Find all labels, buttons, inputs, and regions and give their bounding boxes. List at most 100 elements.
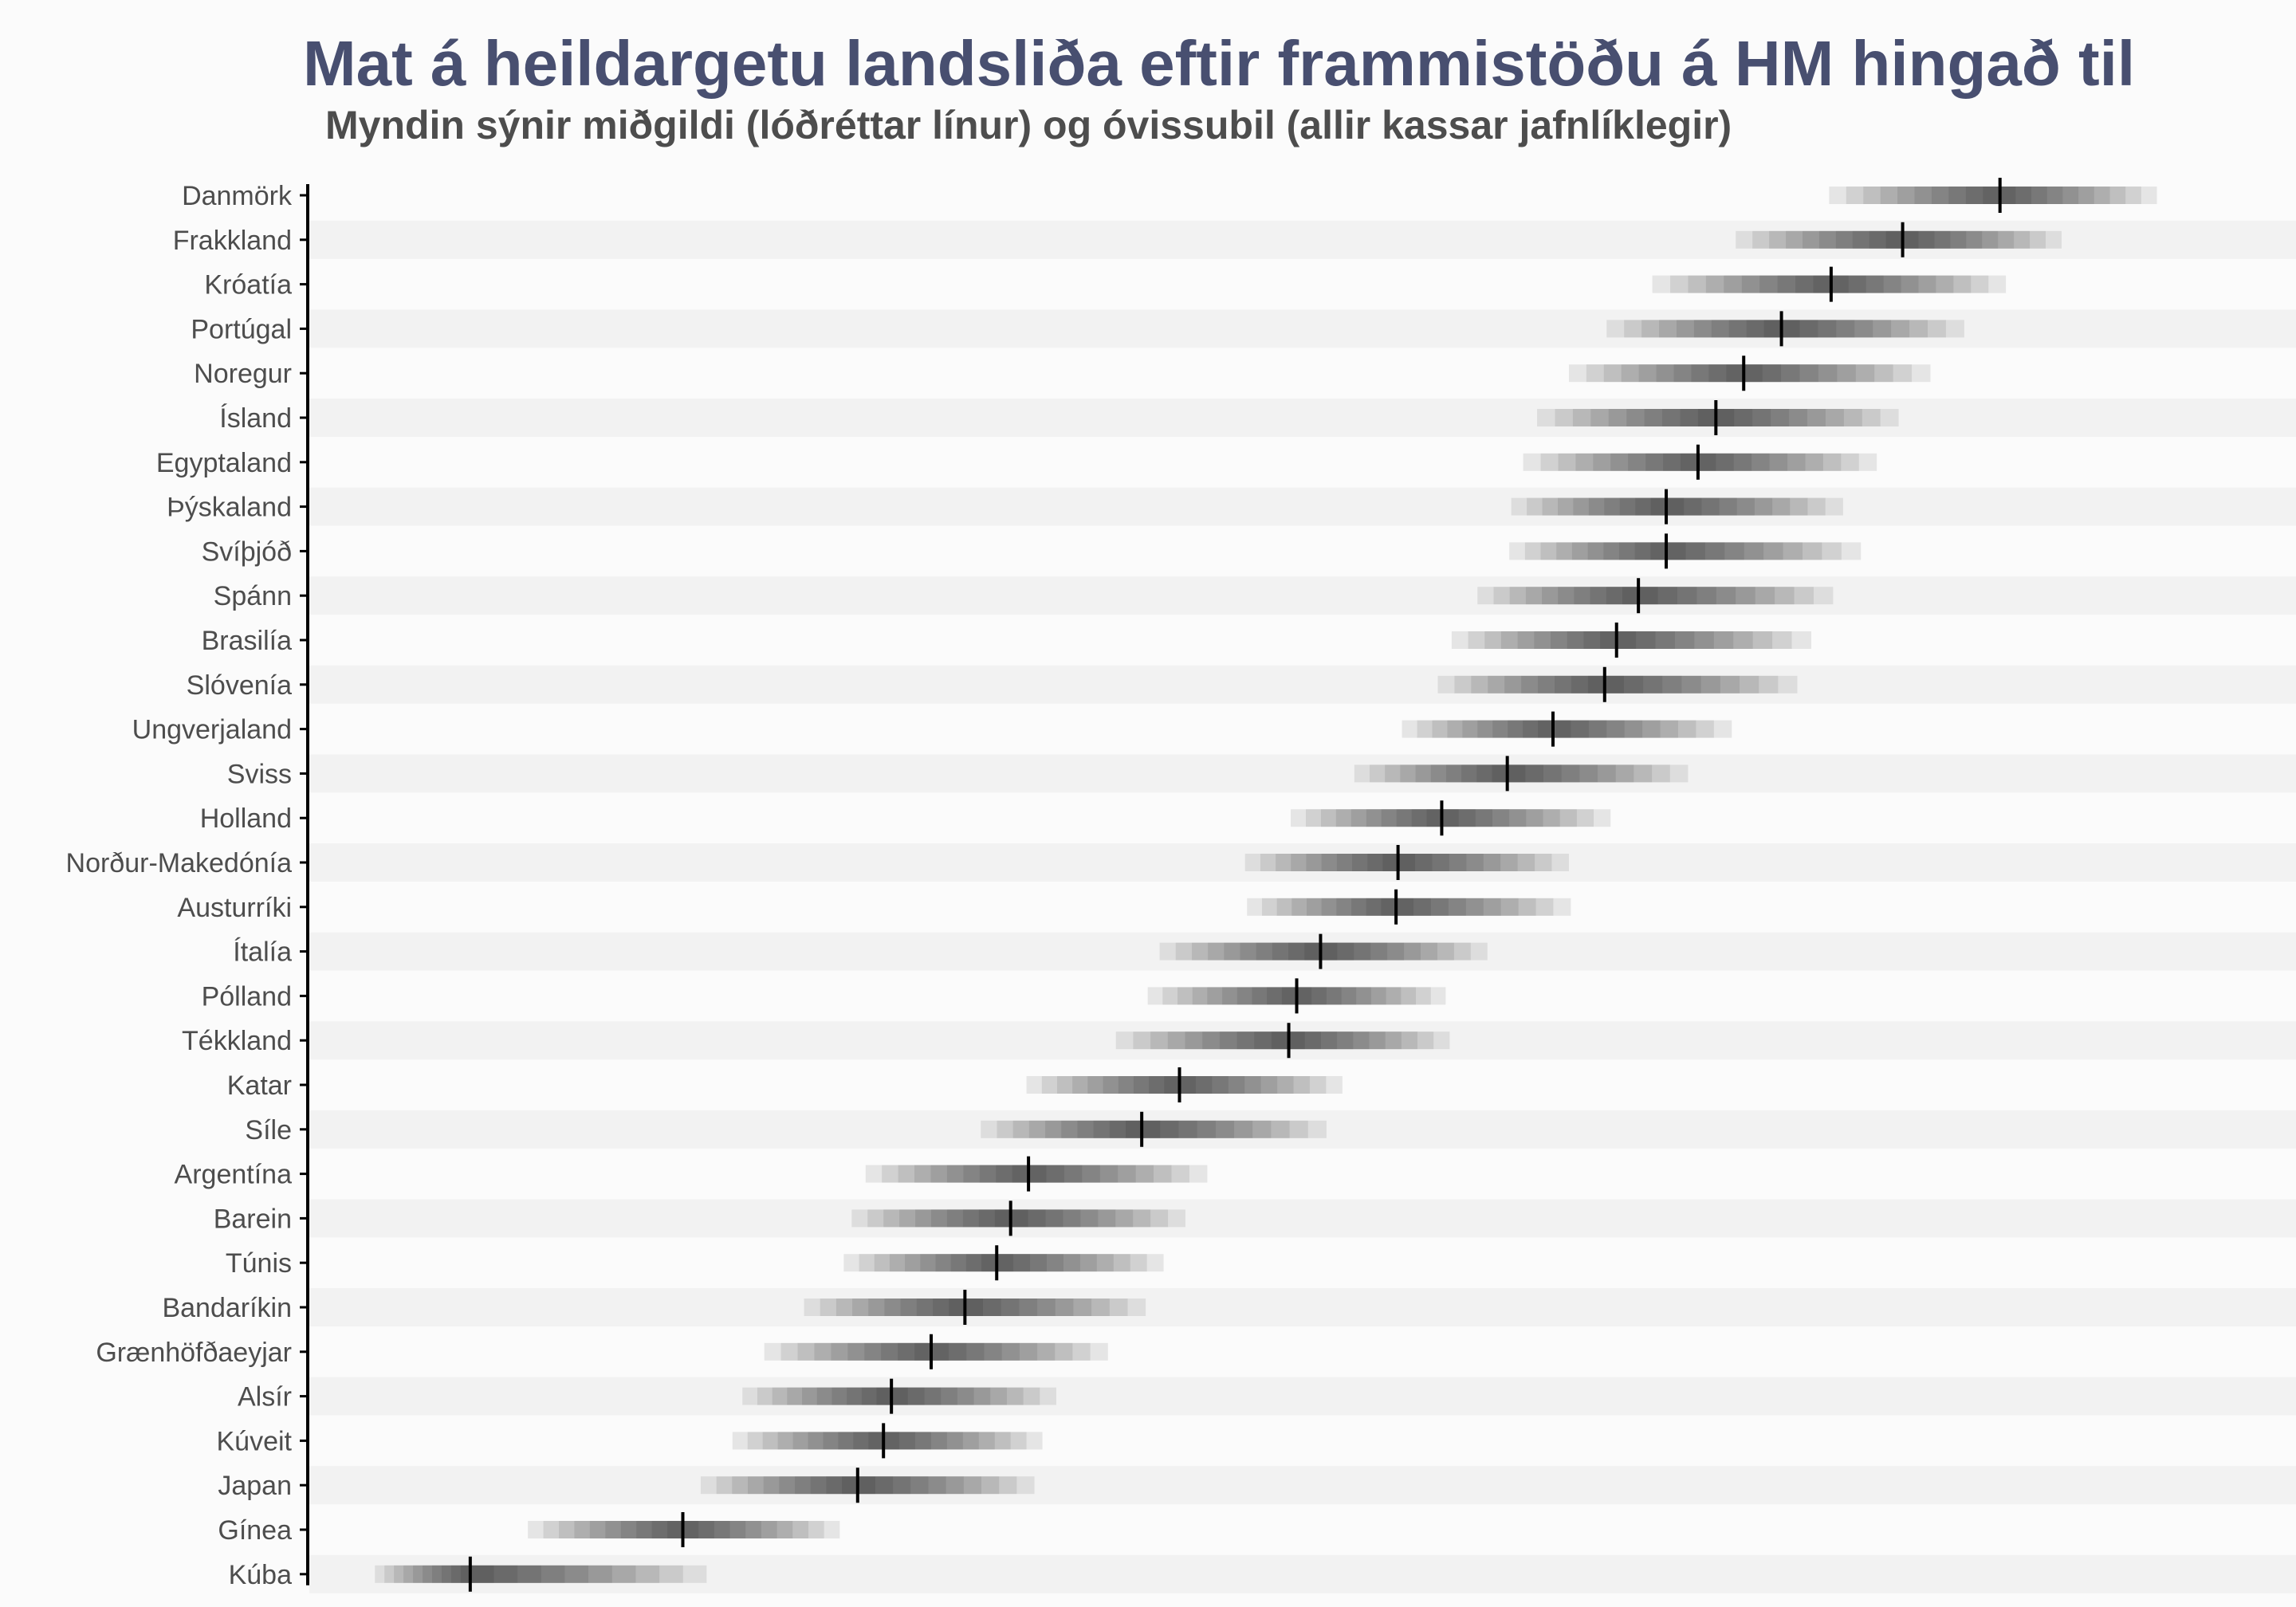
band-segment	[867, 1209, 1169, 1228]
band-segment	[1511, 497, 1843, 516]
y-tick-label: Norður-Makedónía	[66, 848, 293, 878]
band-segment	[851, 1209, 1185, 1228]
band-segment	[864, 1342, 1002, 1361]
band-segment	[1588, 497, 1755, 516]
band-segment	[889, 1254, 1114, 1272]
y-tick-label: Japan	[218, 1471, 292, 1501]
band-segment	[1247, 898, 1571, 916]
band-segment	[843, 1254, 1164, 1272]
band-segment	[1087, 1076, 1278, 1094]
band-segment	[1492, 720, 1625, 738]
band-segment	[914, 1165, 1154, 1183]
band-segment	[1381, 809, 1510, 827]
band-segment	[1736, 230, 2062, 249]
band-segment	[1175, 942, 1471, 961]
row-stripe	[309, 1554, 2296, 1593]
band-segment	[1028, 1120, 1272, 1138]
band-segment	[1619, 497, 1720, 516]
uncertainty-band	[732, 1432, 1043, 1450]
band-segment	[884, 1299, 1056, 1316]
band-segment	[1802, 230, 1999, 249]
band-segment	[808, 1432, 963, 1450]
band-segment	[916, 1299, 1020, 1316]
band-segment	[1045, 1120, 1253, 1138]
band-segment	[1320, 809, 1577, 827]
band-segment	[1846, 187, 2141, 204]
band-segment	[1555, 409, 1881, 426]
uncertainty-bands	[375, 187, 2157, 1583]
band-segment	[1525, 587, 1775, 605]
band-segment	[962, 1209, 1063, 1228]
band-segment	[413, 1565, 612, 1583]
band-segment	[1622, 587, 1658, 605]
band-segment	[1537, 409, 1899, 426]
y-tick-label: Gínea	[218, 1515, 292, 1546]
y-tick-label: Noregur	[194, 359, 292, 389]
band-segment	[852, 1299, 1092, 1316]
band-segment	[1606, 587, 1677, 605]
uncertainty-band	[1026, 1076, 1343, 1094]
band-segment	[950, 1254, 1048, 1272]
band-segment	[1461, 764, 1562, 783]
band-segment	[1524, 542, 1842, 560]
band-segment	[1118, 1076, 1245, 1094]
band-segment	[810, 1476, 911, 1495]
band-segment	[1603, 364, 1893, 383]
y-tick-label: Slóvenía	[187, 670, 292, 701]
band-segment	[1077, 1120, 1216, 1138]
band-segment	[742, 1387, 1056, 1405]
band-segment	[847, 1387, 942, 1405]
band-segment	[375, 1565, 707, 1583]
band-segment	[1451, 631, 1811, 649]
band-segment	[1769, 230, 2031, 249]
band-segment	[874, 1254, 1130, 1272]
band-segment	[1468, 631, 1792, 649]
band-segment	[1056, 1076, 1310, 1094]
y-tick-label: Egyptaland	[156, 448, 292, 478]
band-segment	[779, 1476, 946, 1495]
band-segment	[1291, 809, 1611, 827]
band-segment	[1638, 364, 1856, 383]
band-segment	[1618, 542, 1725, 560]
band-segment	[826, 1476, 894, 1495]
band-segment	[1567, 631, 1676, 649]
y-tick-label: Brasilía	[202, 626, 292, 656]
band-segment	[1573, 497, 1773, 516]
y-tick-label: Danmörk	[182, 181, 293, 211]
chart-subtitle: Myndin sýnir miðgildi (lóðréttar línur) …	[325, 103, 1732, 147]
band-segment	[1447, 720, 1678, 738]
band-segment	[732, 1476, 1000, 1495]
row-stripe	[309, 1288, 2296, 1326]
band-segment	[1571, 675, 1644, 693]
band-segment	[747, 1432, 1027, 1450]
band-segment	[946, 1165, 1119, 1183]
band-segment	[905, 1254, 1097, 1272]
y-tick-label: Tékkland	[182, 1026, 292, 1056]
band-segment	[1829, 187, 2157, 204]
band-segment	[930, 1209, 1099, 1228]
uncertainty-band	[1402, 720, 1732, 738]
band-segment	[1292, 898, 1519, 916]
band-segment	[460, 1565, 494, 1583]
band-segment	[1493, 587, 1814, 605]
band-segment	[820, 1299, 1128, 1316]
band-segment	[1650, 542, 1686, 560]
band-segment	[1635, 497, 1702, 516]
band-segment	[832, 1387, 957, 1405]
band-segment	[1236, 1031, 1338, 1050]
band-segment	[1202, 1031, 1370, 1050]
band-segment	[898, 1165, 1172, 1183]
uncertainty-band	[1568, 364, 1931, 383]
row-stripe	[309, 754, 2296, 793]
y-tick-labels: Danmörk Frakkland Króatía Portúgal Noregur Ís…	[66, 181, 293, 1590]
band-segment	[1417, 720, 1714, 738]
band-segment	[787, 1387, 1007, 1405]
uncertainty-band	[700, 1476, 1035, 1495]
band-segment	[1508, 720, 1607, 738]
band-segment	[946, 1209, 1081, 1228]
band-segment	[1523, 453, 1877, 471]
band-segment	[899, 1209, 1134, 1228]
band-segment	[1527, 497, 1826, 516]
band-segment	[900, 1299, 1038, 1316]
band-segment	[1691, 364, 1800, 383]
